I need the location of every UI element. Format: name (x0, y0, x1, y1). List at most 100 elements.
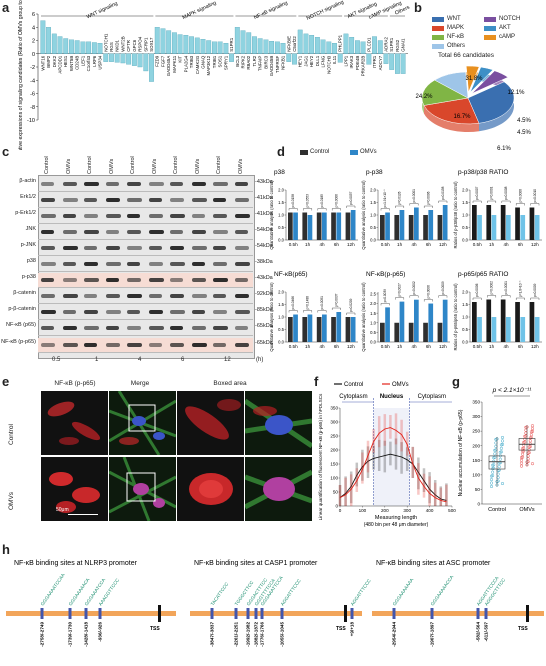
b-legend-label: WNT (447, 16, 461, 22)
c-timepoint: 1 (95, 357, 99, 363)
d-chart-title: p-p38/p38 RATIO (458, 169, 508, 176)
blot-band (213, 230, 228, 234)
blot-band (148, 182, 164, 186)
panel-e-header-3: Boxed area (213, 380, 247, 387)
a-bar (337, 53, 343, 63)
c-row-label: p-p38 (21, 274, 36, 280)
d-bracket (346, 205, 356, 208)
h-site-marker (98, 608, 102, 619)
g-dot (499, 443, 503, 447)
blot-band (127, 214, 140, 218)
d-xtick-label: 0.5h (473, 242, 482, 247)
a-bar (189, 36, 194, 54)
blot-band (148, 230, 164, 234)
d-bar (293, 212, 298, 240)
d-bar (322, 212, 327, 240)
a-ylabel: Relative expressions of signaling candid… (18, 0, 24, 150)
h-promoter-title: NF-κB binding sites at ASC promoter (376, 560, 491, 567)
d-legend-item: OMVs (350, 149, 377, 156)
d-bracket (409, 203, 419, 206)
blot-lane (38, 289, 253, 304)
d-xtick-label: 12h (531, 344, 539, 349)
blot-lane (38, 305, 253, 320)
a-xtick-label: CFTR (126, 40, 131, 52)
a-bar (320, 39, 326, 54)
blot-band (41, 343, 55, 347)
b-legend-item: NOTCH (484, 16, 520, 23)
blot-band (105, 294, 120, 298)
blot-band (213, 182, 228, 186)
c-col-header: Control (216, 156, 222, 174)
d-legend-label: Control (310, 149, 330, 155)
g-dot (499, 446, 503, 450)
c-col-header: Control (173, 156, 179, 174)
d-pval: p=0.1488 (306, 296, 310, 310)
micrograph-control-boxed-red (176, 390, 245, 456)
blot-band (62, 278, 77, 282)
a-bar (103, 53, 109, 62)
blot-band (191, 246, 207, 250)
blot-band (191, 294, 207, 298)
a-bar (389, 53, 395, 70)
blot-band (234, 310, 250, 314)
a-bar (360, 41, 366, 54)
d-ytick-label: 1.0 (278, 315, 284, 320)
d-bar (529, 207, 535, 240)
a-xtick-label: HEY1 (298, 55, 303, 67)
d-bracket (380, 303, 390, 306)
blot-band (84, 310, 98, 314)
d-xtick-label: 1h (305, 242, 311, 247)
blot-band (234, 230, 248, 234)
a-xtick-label: DLL1 (315, 55, 320, 66)
d-bracket (380, 208, 390, 211)
blot-band (170, 343, 184, 347)
d-pval: p=0.0009 (533, 283, 537, 297)
d-pval: p=0.0057 (349, 191, 353, 205)
a-bar (131, 53, 137, 66)
d-bar (534, 215, 540, 240)
a-xtick-label: TRIB1 (212, 55, 217, 68)
d-bracket (438, 295, 448, 298)
d-bar (477, 317, 482, 342)
blot-band (170, 294, 184, 298)
d-xtick-label: 1h (305, 344, 311, 349)
panel-d-legend: Control OMVs (300, 149, 440, 159)
d-ytick-label: 1.0 (278, 213, 284, 218)
d-bracket (346, 312, 356, 315)
c-kd-label: -43kDa (255, 275, 273, 281)
b-pie-side (423, 105, 480, 132)
g-pval: p < 2.1×10⁻¹¹ (492, 387, 533, 394)
d-xtick-label: 4h (319, 242, 325, 247)
d-bracket (472, 297, 482, 300)
h-site-marker (234, 608, 238, 619)
a-group-label: NOTCH signaling (306, 0, 345, 22)
d-ytick-label: 0.5 (370, 330, 376, 335)
a-xtick-label: GPC6 (132, 39, 137, 52)
d-xtick-label: 1h (489, 242, 495, 247)
d-xtick-label: 12h (347, 344, 355, 349)
a-bar (280, 43, 286, 54)
g-dot (529, 433, 533, 437)
h-site-marker (210, 608, 214, 619)
d-ytick-label: 0.0 (462, 238, 468, 243)
blot-band (105, 198, 120, 202)
a-bar (223, 43, 229, 54)
d-bracket (516, 297, 525, 300)
d-xtick-label: 6h (334, 242, 340, 247)
h-tss-marker (158, 605, 161, 622)
blot-band (213, 310, 227, 314)
panel-e-header-2: Merge (130, 380, 150, 387)
d-bar (408, 322, 414, 342)
blot-band (213, 262, 227, 266)
d-bar (331, 212, 336, 240)
a-xtick-label: GNAQ (200, 55, 205, 69)
d-pval: p=0.0001 (490, 186, 494, 200)
a-bar (91, 42, 97, 54)
d-bracket (501, 200, 511, 203)
d-bar (336, 312, 342, 342)
a-xtick-label: DKK2 (52, 55, 57, 67)
d-chart-ylabel: Quantitative analysis (ratio to control) (361, 282, 366, 352)
c-row-label: NF-κB (p65) (6, 322, 36, 328)
